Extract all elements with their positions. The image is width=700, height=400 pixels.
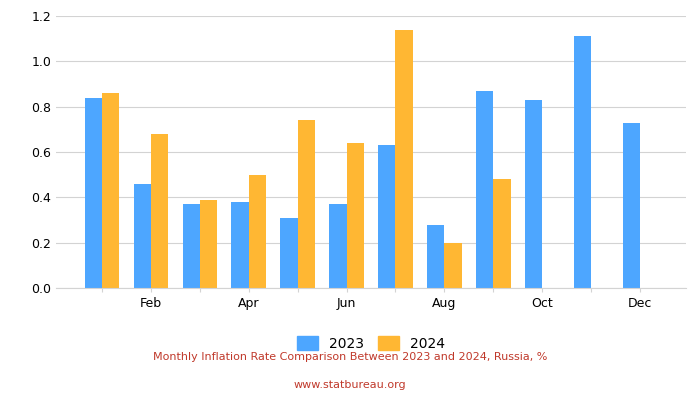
Bar bbox=[199, 200, 217, 288]
Bar bbox=[427, 224, 444, 288]
Legend: 2023, 2024: 2023, 2024 bbox=[292, 330, 450, 356]
Bar bbox=[444, 243, 461, 288]
Bar bbox=[378, 145, 395, 288]
Bar bbox=[346, 143, 364, 288]
Bar bbox=[298, 120, 315, 288]
Bar bbox=[494, 179, 510, 288]
Bar bbox=[134, 184, 150, 288]
Bar bbox=[525, 100, 542, 288]
Bar bbox=[248, 175, 266, 288]
Bar bbox=[102, 93, 119, 288]
Bar bbox=[395, 30, 412, 288]
Bar bbox=[281, 218, 297, 288]
Bar bbox=[150, 134, 168, 288]
Bar bbox=[623, 122, 640, 288]
Bar bbox=[232, 202, 248, 288]
Bar bbox=[476, 91, 494, 288]
Text: Monthly Inflation Rate Comparison Between 2023 and 2024, Russia, %: Monthly Inflation Rate Comparison Betwee… bbox=[153, 352, 547, 362]
Bar bbox=[574, 36, 592, 288]
Text: www.statbureau.org: www.statbureau.org bbox=[294, 380, 406, 390]
Bar bbox=[330, 204, 346, 288]
Bar bbox=[85, 98, 102, 288]
Bar bbox=[183, 204, 200, 288]
